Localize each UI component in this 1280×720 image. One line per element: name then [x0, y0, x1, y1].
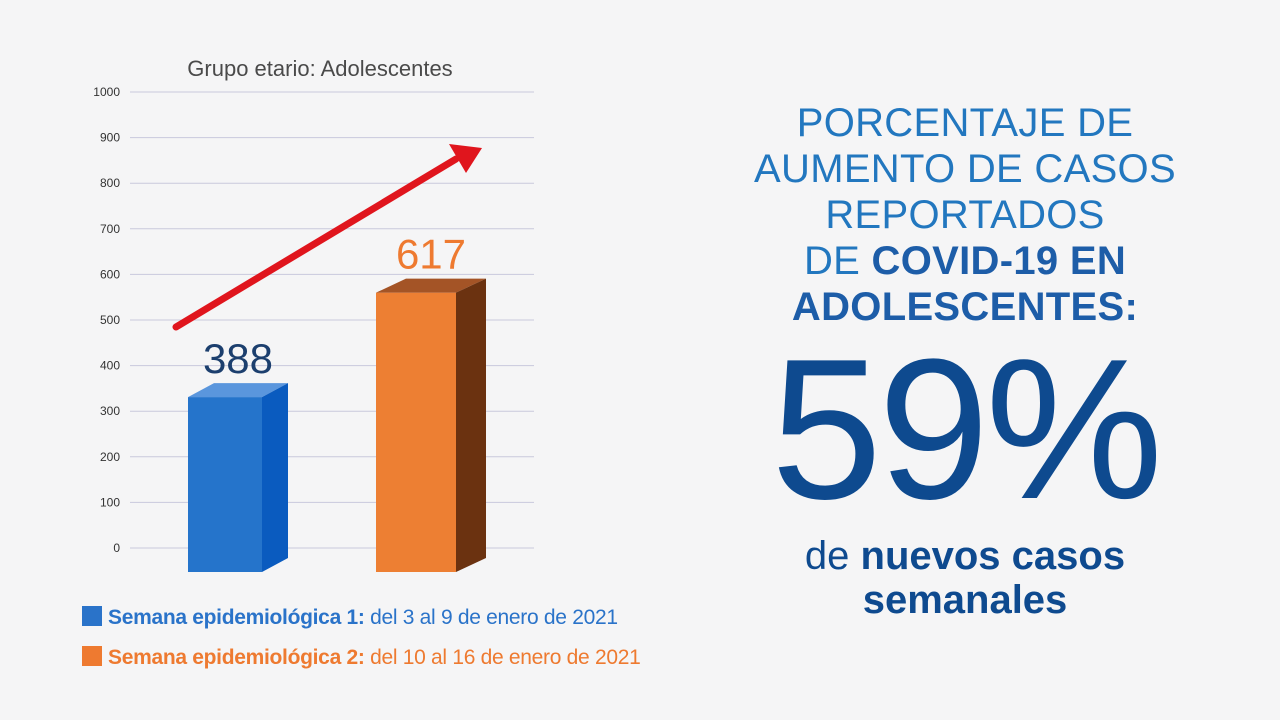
- headline-line-4-strong: COVID-19 EN: [871, 239, 1127, 283]
- bar-top: [376, 278, 486, 293]
- chart-title: Grupo etario: Adolescentes: [187, 56, 452, 81]
- headline-line-1: PORCENTAJE DE: [796, 101, 1134, 145]
- trend-arrow-shaft: [172, 155, 460, 331]
- y-tick-label: 500: [100, 313, 120, 327]
- y-tick-label: 700: [100, 222, 120, 236]
- bar-side: [456, 278, 486, 572]
- bar-front: [376, 292, 456, 572]
- y-tick-label: 1000: [93, 85, 120, 99]
- headline-line-5: ADOLESCENTES:: [791, 285, 1139, 329]
- y-tick-label: 800: [100, 176, 120, 190]
- headline: PORCENTAJE DE AUMENTO DE CASOS REPORTADO…: [700, 100, 1230, 330]
- bar-value-label: 617: [396, 231, 466, 278]
- bar-front: [188, 397, 262, 572]
- legend-week-1-text: del 3 al 9 de enero de 2021: [364, 606, 618, 629]
- trend-arrow-head: [449, 144, 482, 173]
- y-tick-label: 0: [113, 541, 120, 555]
- legend-item-week-2: Semana epidemiológica 2: del 10 al 16 de…: [82, 646, 641, 670]
- footer-line-1: de nuevos casos: [700, 534, 1230, 578]
- y-tick-label: 600: [100, 267, 120, 281]
- bar-1: [188, 383, 288, 572]
- bar-top: [188, 383, 288, 398]
- legend-week-1-bold: Semana epidemiológica 1:: [108, 606, 365, 629]
- bar-chart: Grupo etario: Adolescentes 0 100 200 300 400…: [93, 56, 534, 572]
- y-tick-label: 400: [100, 359, 120, 373]
- bar-value-label: 388: [203, 335, 273, 382]
- headline-line-2: AUMENTO DE CASOS: [754, 147, 1176, 191]
- headline-line-3: REPORTADOS: [825, 193, 1105, 237]
- legend-swatch-week-2: [82, 646, 102, 666]
- y-tick-label: 900: [100, 131, 120, 145]
- y-tick-label: 200: [100, 450, 120, 464]
- headline-line-4: DE COVID-19 EN: [700, 238, 1230, 284]
- footer-prefix: de: [804, 534, 861, 578]
- bar-side: [262, 383, 288, 572]
- y-tick-label: 300: [100, 404, 120, 418]
- footer-strong-2: semanales: [862, 578, 1068, 622]
- footer-text: de nuevos casos semanales: [700, 534, 1230, 622]
- legend-swatch-week-1: [82, 606, 102, 626]
- legend-week-2-text: del 10 al 16 de enero de 2021: [364, 646, 641, 669]
- bar-2: [376, 278, 486, 572]
- footer-strong-1: nuevos casos: [860, 534, 1126, 578]
- headline-line-4-prefix: DE: [803, 239, 872, 283]
- legend-week-2-bold: Semana epidemiológica 2:: [108, 646, 365, 669]
- big-percentage: 59%: [770, 318, 1163, 541]
- y-tick-label: 100: [100, 495, 120, 509]
- legend-item-week-1: Semana epidemiológica 1: del 3 al 9 de e…: [82, 606, 618, 630]
